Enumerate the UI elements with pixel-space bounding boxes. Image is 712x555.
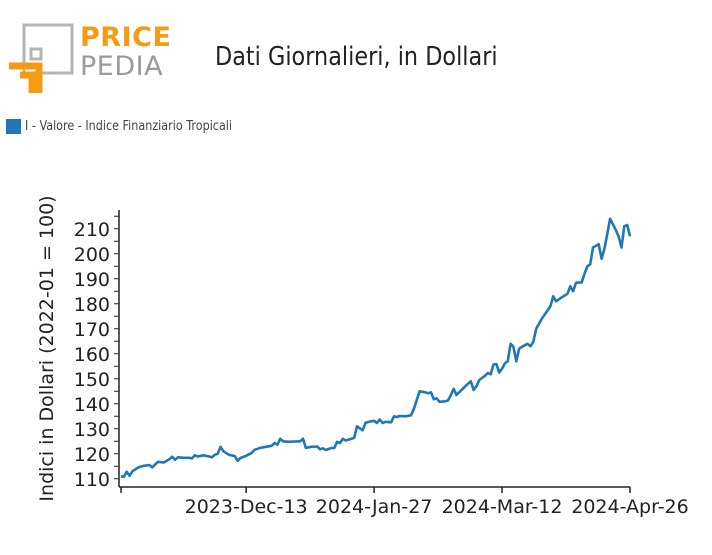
x-tick-label: 2023-Dec-13	[185, 496, 308, 518]
y-tick-label: 120	[74, 444, 110, 466]
series-line[interactable]	[120, 217, 632, 479]
y-axis: 110 120 130 140 150 160 170 180 190 200 210	[74, 210, 120, 491]
x-tick-label: 2024-Jan-27	[316, 496, 433, 518]
logo-square-small	[29, 47, 43, 61]
pricepedia-logo-mark	[9, 23, 74, 93]
pricepedia-logo: PRICE PEDIA	[8, 22, 171, 94]
logo-text-pedia: PEDIA	[80, 51, 164, 82]
y-tick-label: 150	[74, 369, 110, 391]
y-ticks: 110 120 130 140 150 160 170 180 190 200 210	[74, 215, 119, 491]
x-tick-label: 2024-Apr-26	[571, 496, 688, 518]
y-axis-title: Indici in Dollari (2022-01 = 100)	[36, 195, 58, 501]
y-tick-label: 180	[74, 294, 110, 316]
logo-bracket-orange-inner	[20, 71, 36, 93]
y-tick-label: 200	[74, 244, 110, 266]
y-tick-label: 190	[74, 269, 110, 291]
x-axis: 2023-Dec-13 2024-Jan-27 2024-Mar-12 2024-Ap…	[119, 486, 689, 518]
logo-bracket-orange	[9, 62, 43, 93]
legend-label: I - Valore - Indice Finanziario Tropical…	[25, 119, 233, 134]
logo-square-gray	[22, 23, 74, 75]
logo-text-price: PRICE	[80, 22, 172, 53]
y-tick-label: 140	[74, 394, 110, 416]
y-tick-label: 170	[74, 319, 110, 341]
x-tick-label: 2024-Mar-12	[442, 496, 563, 518]
y-tick-label: 160	[74, 344, 110, 366]
y-tick-label: 110	[74, 469, 110, 491]
legend-swatch[interactable]	[6, 119, 21, 134]
y-tick-label: 130	[74, 419, 110, 441]
chart-title: Dati Giornalieri, in Dollari	[215, 42, 498, 72]
x-ticks: 2023-Dec-13 2024-Jan-27 2024-Mar-12 2024-Ap…	[120, 487, 689, 518]
y-tick-label: 210	[74, 219, 110, 241]
legend: I - Valore - Indice Finanziario Tropical…	[6, 119, 266, 134]
